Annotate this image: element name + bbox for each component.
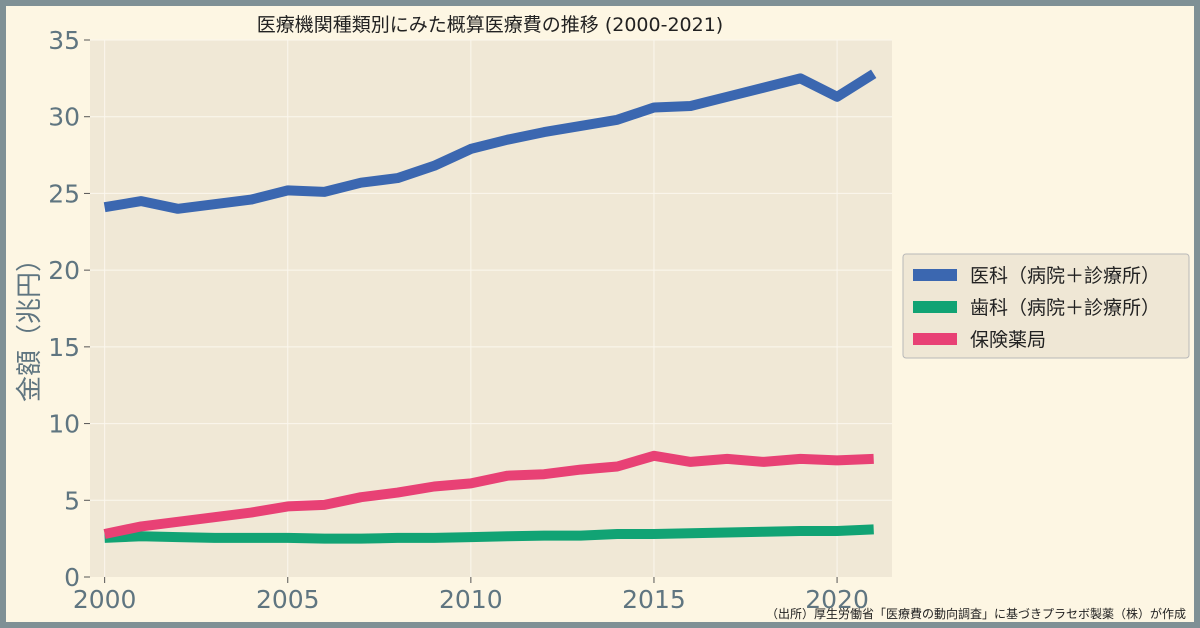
x-tick-label: 2015 [622, 585, 686, 614]
source-note: （出所）厚生労働省「医療費の動向調査」に基づきプラセボ製薬（株）が作成 [766, 606, 1186, 621]
legend-swatch [913, 269, 957, 281]
x-tick-label: 2000 [73, 585, 137, 614]
legend-swatch [913, 301, 957, 313]
series-line [103, 69, 877, 214]
series-line [103, 450, 874, 539]
legend-label: 医科（病院＋診療所） [970, 265, 1160, 287]
series-lines [103, 69, 877, 544]
x-tick-label: 2005 [256, 585, 320, 614]
legend-label: 保険薬局 [970, 329, 1046, 351]
legend-label: 歯科（病院＋診療所） [970, 297, 1160, 319]
y-tick-label: 0 [64, 563, 80, 592]
legend: 医科（病院＋診療所） 歯科（病院＋診療所） 保険薬局 [902, 253, 1190, 359]
x-tick-label: 2010 [439, 585, 503, 614]
y-axis-label: 金額（兆円） [15, 246, 45, 402]
y-tick-label: 25 [48, 179, 80, 208]
legend-swatch [913, 333, 957, 345]
y-tick-label: 5 [64, 486, 80, 515]
line-chart: 0 5 10 15 20 25 30 35 2000 2005 2010 2015 2020 医療機関種… [15, 14, 1190, 621]
y-tick-label: 35 [48, 26, 80, 55]
axis-ticks: 0 5 10 15 20 25 30 35 2000 2005 2010 2015 2020 [48, 26, 869, 614]
y-tick-label: 10 [48, 410, 80, 439]
legend-box [902, 253, 1190, 359]
chart-title: 医療機関種類別にみた概算医療費の推移 (2000-2021) [257, 14, 723, 36]
y-tick-label: 15 [48, 333, 80, 362]
chart-frame: 0 5 10 15 20 25 30 35 2000 2005 2010 2015 2020 医療機関種… [6, 6, 1194, 622]
y-tick-label: 30 [48, 103, 80, 132]
y-tick-label: 20 [48, 256, 80, 285]
series-line [104, 524, 874, 544]
plot-area [90, 40, 892, 577]
x-tick-label: 2020 [805, 585, 869, 614]
